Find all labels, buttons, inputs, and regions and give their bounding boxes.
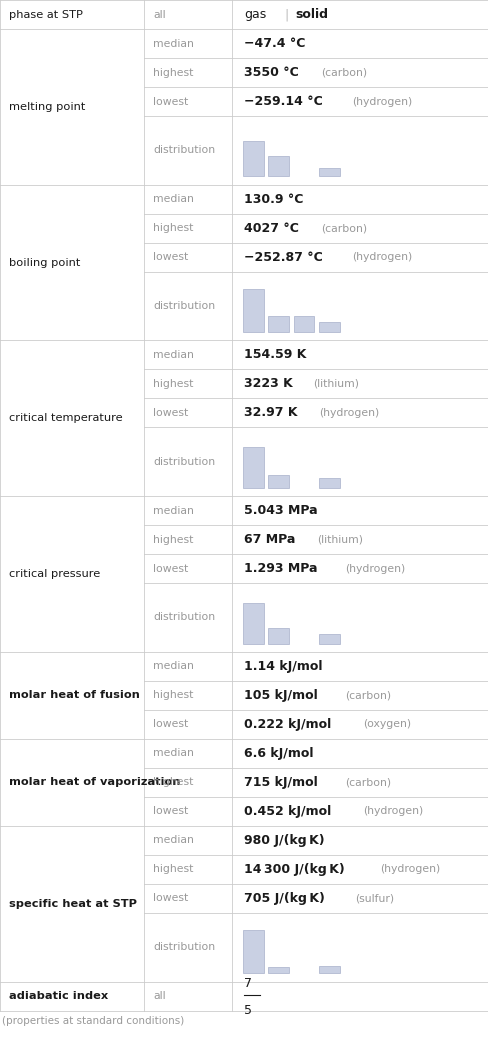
Text: 0.452 kJ/mol: 0.452 kJ/mol bbox=[244, 805, 331, 818]
Text: lowest: lowest bbox=[153, 806, 188, 817]
Text: (carbon): (carbon) bbox=[345, 777, 391, 788]
Bar bbox=[268, 628, 288, 643]
Text: 5.043 MPa: 5.043 MPa bbox=[244, 504, 318, 517]
Bar bbox=[319, 322, 339, 332]
Text: solid: solid bbox=[295, 8, 328, 21]
Text: −252.87 °C: −252.87 °C bbox=[244, 250, 323, 264]
Text: distribution: distribution bbox=[153, 145, 215, 156]
Text: gas: gas bbox=[244, 8, 266, 21]
Text: (hydrogen): (hydrogen) bbox=[345, 563, 405, 574]
Bar bbox=[243, 289, 263, 332]
Text: distribution: distribution bbox=[153, 301, 215, 311]
Text: molar heat of fusion: molar heat of fusion bbox=[9, 690, 140, 700]
Text: 67 MPa: 67 MPa bbox=[244, 533, 295, 547]
Text: highest: highest bbox=[153, 535, 193, 544]
Text: phase at STP: phase at STP bbox=[9, 9, 82, 20]
Text: boiling point: boiling point bbox=[9, 258, 80, 267]
Text: 4027 °C: 4027 °C bbox=[244, 221, 299, 235]
Text: specific heat at STP: specific heat at STP bbox=[9, 899, 137, 909]
Text: adiabatic index: adiabatic index bbox=[9, 991, 108, 1001]
Text: (hydrogen): (hydrogen) bbox=[362, 806, 422, 817]
Text: 154.59 K: 154.59 K bbox=[244, 348, 306, 362]
Text: lowest: lowest bbox=[153, 252, 188, 262]
Text: 32.97 K: 32.97 K bbox=[244, 406, 297, 420]
Bar bbox=[268, 316, 288, 332]
Bar bbox=[319, 634, 339, 643]
Text: (hydrogen): (hydrogen) bbox=[380, 864, 440, 875]
Bar bbox=[268, 156, 288, 177]
Text: (carbon): (carbon) bbox=[321, 223, 366, 233]
Bar bbox=[268, 476, 288, 488]
Text: (carbon): (carbon) bbox=[320, 68, 366, 78]
Text: distribution: distribution bbox=[153, 457, 215, 467]
Text: median: median bbox=[153, 748, 194, 758]
Text: −47.4 °C: −47.4 °C bbox=[244, 37, 305, 50]
Text: (sulfur): (sulfur) bbox=[354, 894, 393, 904]
Text: (hydrogen): (hydrogen) bbox=[351, 252, 411, 262]
Text: 0.222 kJ/mol: 0.222 kJ/mol bbox=[244, 718, 331, 730]
Text: median: median bbox=[153, 350, 194, 359]
Bar bbox=[243, 603, 263, 643]
Bar bbox=[293, 316, 314, 332]
Text: (oxygen): (oxygen) bbox=[362, 719, 410, 729]
Text: (carbon): (carbon) bbox=[345, 690, 391, 700]
Text: distribution: distribution bbox=[153, 942, 215, 953]
Text: 6.6 kJ/mol: 6.6 kJ/mol bbox=[244, 747, 313, 760]
Text: (properties at standard conditions): (properties at standard conditions) bbox=[2, 1016, 184, 1025]
Text: 130.9 °C: 130.9 °C bbox=[244, 192, 303, 206]
Text: highest: highest bbox=[153, 68, 193, 78]
Text: highest: highest bbox=[153, 864, 193, 875]
Bar bbox=[243, 448, 263, 488]
Text: (lithium): (lithium) bbox=[313, 379, 359, 389]
Text: 5: 5 bbox=[244, 1004, 252, 1017]
Text: median: median bbox=[153, 835, 194, 846]
Text: all: all bbox=[153, 991, 165, 1001]
Text: molar heat of vaporization: molar heat of vaporization bbox=[9, 777, 180, 788]
Text: lowest: lowest bbox=[153, 894, 188, 904]
Text: median: median bbox=[153, 661, 194, 671]
Text: critical pressure: critical pressure bbox=[9, 569, 100, 579]
Text: 715 kJ/mol: 715 kJ/mol bbox=[244, 776, 318, 789]
Text: highest: highest bbox=[153, 223, 193, 233]
Text: (hydrogen): (hydrogen) bbox=[319, 408, 379, 418]
Text: all: all bbox=[153, 9, 165, 20]
Text: critical temperature: critical temperature bbox=[9, 414, 122, 423]
Text: 1.14 kJ/mol: 1.14 kJ/mol bbox=[244, 660, 323, 672]
Text: median: median bbox=[153, 38, 194, 49]
Text: 3223 K: 3223 K bbox=[244, 377, 293, 391]
Bar bbox=[319, 478, 339, 488]
Text: 7: 7 bbox=[244, 977, 252, 990]
Text: highest: highest bbox=[153, 379, 193, 389]
Text: highest: highest bbox=[153, 690, 193, 700]
Text: highest: highest bbox=[153, 777, 193, 788]
Bar bbox=[243, 141, 263, 177]
Text: 3550 °C: 3550 °C bbox=[244, 66, 299, 79]
Bar bbox=[268, 967, 288, 974]
Text: melting point: melting point bbox=[9, 102, 85, 112]
Bar bbox=[319, 167, 339, 177]
Text: lowest: lowest bbox=[153, 408, 188, 418]
Text: distribution: distribution bbox=[153, 612, 215, 622]
Text: 705 J/(kg K): 705 J/(kg K) bbox=[244, 891, 325, 905]
Bar bbox=[319, 966, 339, 974]
Text: lowest: lowest bbox=[153, 719, 188, 729]
Bar bbox=[243, 930, 263, 974]
Text: lowest: lowest bbox=[153, 563, 188, 574]
Text: 105 kJ/mol: 105 kJ/mol bbox=[244, 689, 318, 701]
Text: median: median bbox=[153, 194, 194, 205]
Text: −259.14 °C: −259.14 °C bbox=[244, 96, 323, 108]
Text: 1.293 MPa: 1.293 MPa bbox=[244, 562, 317, 576]
Text: 980 J/(kg K): 980 J/(kg K) bbox=[244, 834, 325, 847]
Text: (hydrogen): (hydrogen) bbox=[351, 97, 411, 107]
Text: (lithium): (lithium) bbox=[316, 535, 362, 544]
Text: median: median bbox=[153, 506, 194, 515]
Text: lowest: lowest bbox=[153, 97, 188, 107]
Text: |: | bbox=[284, 8, 288, 21]
Text: 14 300 J/(kg K): 14 300 J/(kg K) bbox=[244, 863, 345, 876]
